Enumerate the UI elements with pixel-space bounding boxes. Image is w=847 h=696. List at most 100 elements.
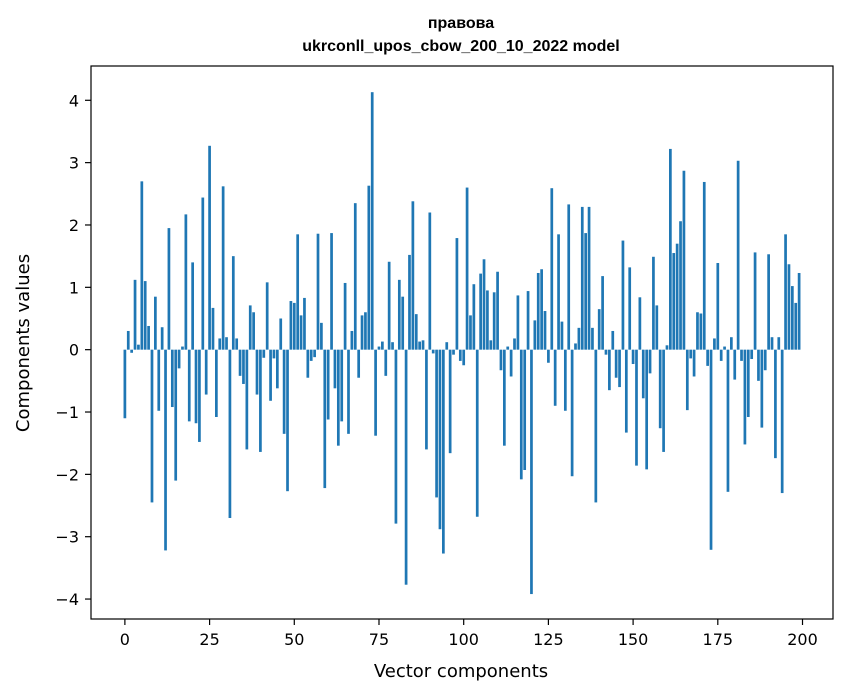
y-axis-ticks: −4 −3 −2 −1 0 1 2 3 4 [55,91,91,609]
bar-74 [374,349,377,436]
bar-150 [631,349,635,365]
bar-194 [780,349,784,494]
x-tick-label: 200 [787,630,818,649]
x-tick-label: 150 [618,630,649,649]
bar-12 [164,349,167,551]
bar-103 [472,284,476,350]
bar-25 [208,145,211,350]
x-tick-label: 25 [199,630,219,649]
bar-160 [665,345,669,350]
y-tick-label: 3 [69,154,79,173]
bar-2 [130,349,134,353]
x-axis-ticks: 0 25 50 75 100 125 150 175 200 [120,619,818,649]
bar-98 [455,238,459,350]
bar-36 [245,349,249,450]
y-tick-label: −3 [55,528,79,547]
bar-101 [465,187,469,350]
bar-199 [797,272,801,350]
bar-45 [275,349,279,389]
bar-19 [187,349,191,422]
bar-146 [618,349,621,388]
bar-4 [137,344,140,350]
bar-39 [255,349,259,395]
bar-148 [624,349,628,433]
bar-168 [692,349,696,377]
bar-122 [536,272,540,350]
bar-14 [170,349,174,408]
bar-110 [496,271,499,350]
bar-185 [750,349,754,360]
bar-121 [533,320,537,350]
plot-frame [90,65,834,620]
bar-169 [696,312,699,350]
x-tick-label: 50 [284,630,304,649]
bar-167 [689,349,693,359]
bar-147 [621,240,625,350]
bar-134 [577,327,581,350]
bar-196 [787,264,791,350]
bar-58 [320,322,323,350]
bar-43 [269,349,272,401]
bar-71 [364,312,367,350]
bar-73 [370,92,374,350]
bar-41 [262,349,266,358]
bar-26 [211,307,215,350]
bar-105 [479,273,482,350]
y-tick-label: 0 [69,341,79,360]
bar-117 [519,349,523,480]
bar-144 [611,330,615,350]
bar-33 [235,338,239,350]
bar-88 [421,340,425,350]
bar-30 [225,337,228,350]
bar-112 [503,349,506,446]
bar-0 [123,349,127,419]
bar-97 [452,349,455,355]
bar-159 [662,349,665,452]
bar-42 [265,282,269,350]
bar-60 [326,349,330,420]
bar-133 [574,343,577,350]
bar-180 [733,349,737,380]
bar-107 [486,290,489,350]
bar-178 [726,349,730,492]
bar-128 [557,234,560,350]
bar-131 [567,204,571,350]
bar-183 [743,349,747,445]
x-tick-label: 0 [120,630,130,649]
bar-114 [509,349,513,377]
bar-197 [790,286,794,350]
bar-142 [604,349,608,355]
bar-181 [736,160,740,350]
bar-50 [292,302,296,350]
bar-76 [381,341,384,350]
bar-94 [442,349,445,554]
bar-136 [584,233,588,350]
bar-184 [746,349,750,417]
bar-56 [313,349,316,358]
bar-44 [272,349,276,359]
bar-52 [299,315,303,350]
bar-6 [143,281,147,350]
bar-173 [709,349,713,550]
bar-7 [147,325,150,350]
bar-126 [550,188,554,350]
bar-82 [401,296,405,350]
bars-group [123,92,801,595]
bar-32 [231,256,235,350]
x-tick-label: 100 [448,630,479,649]
bar-130 [563,349,567,411]
bar-46 [279,318,283,350]
bar-161 [669,148,672,350]
bar-137 [587,206,591,350]
bar-95 [445,342,449,350]
bar-75 [377,346,381,350]
bar-165 [682,170,686,350]
bar-182 [740,349,743,361]
y-tick-label: 4 [69,91,79,110]
bar-67 [350,330,354,350]
x-tick-label: 75 [369,630,389,649]
bar-156 [652,256,655,350]
bar-17 [181,346,184,350]
bar-170 [699,313,703,350]
bar-62 [333,349,337,389]
